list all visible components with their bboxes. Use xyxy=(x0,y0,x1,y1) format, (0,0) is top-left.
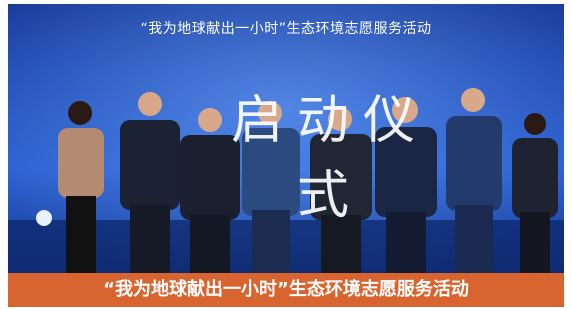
stage-headline: 启动仪式 xyxy=(200,78,460,228)
stage-light xyxy=(36,210,52,226)
caption: “我为地球献出一小时”生态环境志愿服务活动 xyxy=(8,273,564,307)
photo: “我为地球献出一小时”生态环境志愿服务活动 启动仪式 “我为地球献出一小时”生态… xyxy=(0,0,572,309)
stage-banner: “我为地球献出一小时”生态环境志愿服务活动 xyxy=(0,18,572,38)
